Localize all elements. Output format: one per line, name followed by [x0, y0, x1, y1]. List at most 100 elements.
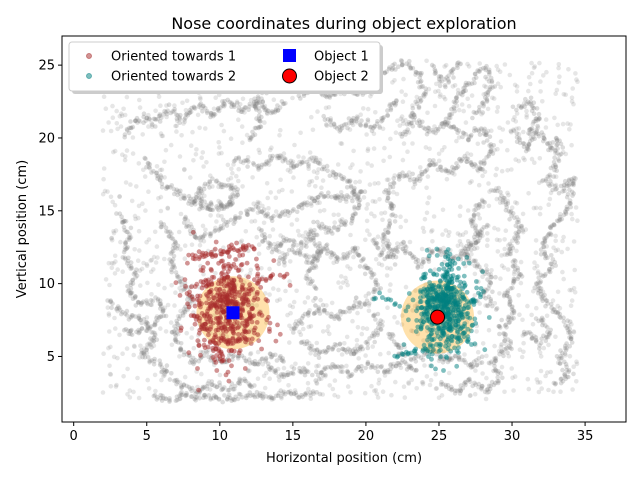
trajectory-point	[269, 395, 274, 401]
trajectory-point	[322, 247, 327, 252]
trajectory-point	[455, 130, 461, 136]
trajectory-point	[363, 365, 369, 371]
trajectory-point	[411, 177, 417, 182]
trajectory-point	[253, 99, 259, 104]
trajectory-point	[399, 62, 405, 68]
trajectory-point	[397, 172, 403, 177]
trajectory-point	[553, 174, 559, 179]
trajectory-point	[427, 382, 433, 388]
trajectory-point	[252, 125, 258, 131]
oriented-point	[209, 274, 215, 280]
trajectory-point	[288, 390, 294, 396]
trajectory-point	[311, 391, 316, 396]
trajectory-point	[405, 127, 411, 132]
trajectory-point	[339, 193, 344, 198]
trajectory-point	[354, 337, 360, 343]
trajectory-point	[378, 322, 383, 327]
trajectory-point	[411, 112, 417, 118]
trajectory-point	[152, 392, 158, 398]
trajectory-point	[256, 113, 262, 118]
trajectory-point	[296, 93, 302, 99]
trajectory-point	[315, 194, 321, 200]
trajectory-point	[431, 129, 436, 135]
trajectory-point	[561, 315, 566, 321]
trajectory-point	[444, 168, 449, 173]
trajectory-point	[120, 310, 125, 315]
trajectory-point	[400, 99, 406, 104]
trajectory-point	[182, 117, 187, 122]
trajectory-point	[499, 168, 505, 174]
trajectory-point	[231, 102, 237, 108]
trajectory-point	[260, 391, 266, 397]
trajectory-point	[228, 201, 233, 207]
trajectory-point	[338, 309, 343, 314]
trajectory-point	[192, 234, 198, 240]
trajectory-point	[286, 389, 291, 395]
trajectory-point	[538, 205, 543, 211]
trajectory-point	[317, 208, 323, 214]
trajectory-point	[411, 185, 416, 190]
trajectory-point	[328, 364, 334, 370]
trajectory-point	[144, 328, 150, 334]
trajectory-point	[356, 191, 362, 197]
trajectory-point	[472, 71, 478, 77]
trajectory-point	[360, 325, 366, 331]
trajectory-point	[228, 186, 233, 192]
trajectory-point	[239, 124, 245, 129]
trajectory-point	[469, 132, 474, 138]
trajectory-point	[339, 274, 344, 279]
trajectory-point	[314, 347, 320, 353]
trajectory-point	[373, 317, 378, 322]
trajectory-point	[556, 62, 562, 67]
trajectory-point	[215, 107, 220, 113]
trajectory-point	[565, 246, 570, 252]
trajectory-point	[440, 207, 446, 213]
trajectory-point	[414, 120, 420, 125]
trajectory-point	[126, 130, 132, 136]
trajectory-point	[229, 104, 234, 109]
trajectory-point	[441, 94, 447, 100]
trajectory-point	[304, 390, 309, 396]
trajectory-point	[134, 329, 139, 335]
trajectory-point	[371, 146, 377, 151]
trajectory-point	[191, 200, 197, 205]
trajectory-point	[464, 82, 470, 88]
trajectory-point	[135, 299, 141, 305]
trajectory-point	[218, 201, 224, 207]
trajectory-point	[328, 314, 333, 319]
oriented-point	[267, 329, 272, 334]
trajectory-point	[294, 242, 300, 248]
trajectory-point	[456, 135, 462, 140]
trajectory-point	[291, 330, 296, 335]
trajectory-point	[266, 162, 272, 167]
trajectory-point	[569, 211, 574, 217]
trajectory-point	[151, 393, 157, 399]
trajectory-point	[329, 365, 334, 371]
trajectory-point	[280, 101, 286, 107]
trajectory-point	[128, 280, 133, 286]
trajectory-point	[464, 156, 469, 161]
trajectory-point	[526, 141, 531, 147]
trajectory-point	[364, 326, 370, 332]
trajectory-point	[418, 78, 424, 84]
trajectory-point	[319, 376, 324, 382]
trajectory-point	[163, 369, 168, 375]
trajectory-point	[350, 348, 356, 354]
trajectory-point	[327, 94, 332, 99]
trajectory-point	[355, 252, 361, 257]
trajectory-point	[396, 361, 402, 366]
trajectory-point	[393, 379, 398, 385]
trajectory-point	[278, 213, 283, 219]
trajectory-point	[483, 263, 489, 268]
trajectory-point	[324, 242, 330, 247]
trajectory-point	[371, 286, 377, 292]
trajectory-point	[410, 123, 416, 129]
trajectory-point	[249, 207, 254, 212]
trajectory-point	[144, 347, 149, 353]
trajectory-point	[173, 270, 179, 275]
trajectory-point	[263, 107, 269, 112]
trajectory-point	[369, 270, 375, 276]
trajectory-point	[178, 346, 184, 352]
trajectory-point	[144, 347, 149, 352]
trajectory-point	[569, 298, 575, 303]
